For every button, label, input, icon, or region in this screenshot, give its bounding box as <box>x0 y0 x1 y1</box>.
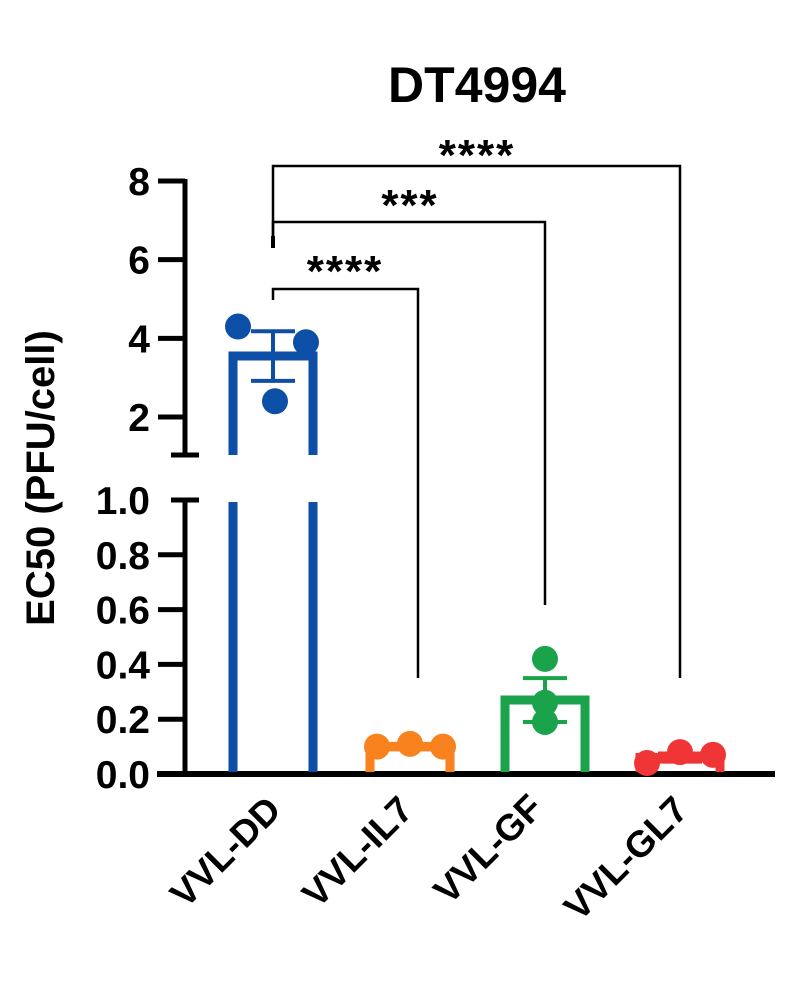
data-point <box>532 689 558 716</box>
bar-vvl-dd <box>225 313 319 772</box>
y-tick-label: 0.6 <box>96 590 150 633</box>
bracket-line <box>271 164 682 678</box>
significance-brackets: *********** <box>271 131 682 678</box>
data-point <box>634 750 660 777</box>
data-point <box>293 329 319 356</box>
data-point <box>430 733 456 760</box>
x-tick-label: VVL-IL7 <box>294 789 420 915</box>
y-tick-label: 1.0 <box>96 480 150 523</box>
y-tick-label: 0.4 <box>96 644 151 687</box>
significance-label: *** <box>381 181 438 230</box>
x-tick-label: VVL-GL7 <box>556 789 695 928</box>
y-axis-label: EC50 (PFU/cell) <box>19 330 63 626</box>
bar-vvl-gf <box>500 645 590 772</box>
bar-vvl-gl7 <box>634 739 726 777</box>
x-tick-label: VVL-DD <box>162 789 288 915</box>
data-point <box>667 739 693 766</box>
x-tick-labels: VVL-DD VVL-IL7 VVL-GF VVL-GL7 <box>162 787 695 928</box>
data-point <box>532 645 558 672</box>
bars <box>225 313 726 777</box>
significance-bracket: **** <box>271 131 682 678</box>
data-point <box>225 313 251 340</box>
significance-label: **** <box>439 131 516 180</box>
axes: 0.0 0.2 0.4 0.6 0.8 1.0 2 4 6 8 <box>96 161 775 797</box>
x-tick-label: VVL-GF <box>426 787 551 912</box>
y-tick-label: 2 <box>128 397 150 440</box>
data-point <box>700 741 726 768</box>
y-tick-label: 0.0 <box>96 754 150 797</box>
y-tick-label: 6 <box>128 240 150 283</box>
data-point <box>364 733 390 760</box>
y-tick-label: 0.8 <box>96 535 150 578</box>
bar-vvl-il7 <box>364 730 456 772</box>
data-point <box>262 388 288 415</box>
data-point <box>532 708 558 735</box>
significance-bracket: **** <box>271 247 420 678</box>
data-point <box>397 730 423 757</box>
chart-title: DT4994 <box>388 57 566 113</box>
significance-label: **** <box>307 247 384 296</box>
y-tick-label: 0.2 <box>96 699 150 742</box>
y-tick-label: 4 <box>128 318 150 361</box>
bracket-line <box>271 287 420 678</box>
y-tick-label: 8 <box>128 161 150 204</box>
